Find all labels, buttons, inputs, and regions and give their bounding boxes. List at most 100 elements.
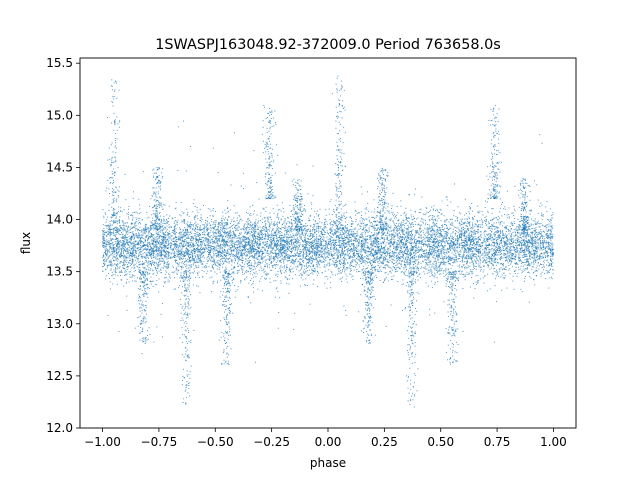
- data-point: [415, 265, 417, 267]
- data-point: [351, 217, 353, 219]
- data-point: [450, 267, 452, 269]
- data-point: [423, 255, 425, 257]
- data-point: [365, 252, 367, 254]
- data-point: [271, 232, 273, 234]
- data-point: [402, 256, 404, 258]
- data-point: [106, 225, 108, 227]
- data-point: [547, 248, 549, 250]
- data-point: [462, 254, 464, 256]
- data-point: [508, 214, 510, 215]
- data-point: [216, 261, 218, 263]
- data-point: [494, 243, 496, 245]
- data-point: [108, 256, 110, 258]
- data-point: [523, 234, 525, 236]
- data-point: [117, 244, 119, 246]
- data-point: [111, 261, 113, 263]
- data-point: [440, 231, 442, 233]
- data-point: [129, 238, 131, 240]
- data-point: [118, 330, 120, 332]
- data-point: [331, 246, 333, 248]
- data-point: [204, 245, 206, 247]
- data-point: [356, 252, 358, 254]
- data-point: [152, 248, 154, 250]
- data-point: [289, 255, 291, 257]
- data-point: [152, 254, 154, 256]
- data-point: [379, 266, 381, 268]
- data-point: [550, 240, 552, 242]
- data-point: [173, 237, 175, 239]
- data-point: [180, 244, 182, 246]
- data-point: [449, 258, 451, 260]
- data-point: [243, 245, 245, 247]
- data-point: [261, 254, 263, 256]
- data-point: [219, 265, 221, 267]
- data-point: [361, 261, 363, 263]
- data-point: [422, 260, 424, 262]
- data-point: [520, 237, 522, 239]
- data-point: [244, 248, 246, 250]
- data-point: [412, 294, 414, 296]
- data-point: [515, 256, 517, 258]
- data-point: [544, 241, 546, 243]
- data-point: [196, 258, 198, 260]
- data-point: [324, 282, 326, 284]
- data-point: [323, 226, 325, 228]
- data-point: [376, 229, 378, 231]
- data-point: [494, 258, 496, 260]
- data-point: [406, 234, 408, 236]
- data-point: [316, 262, 318, 264]
- data-point: [420, 262, 422, 264]
- data-point: [295, 266, 297, 268]
- data-point: [349, 257, 351, 259]
- data-point: [372, 260, 374, 262]
- data-point: [173, 244, 175, 246]
- data-point: [155, 274, 157, 276]
- data-point: [219, 250, 221, 252]
- data-point: [456, 230, 458, 232]
- data-point: [358, 271, 359, 272]
- data-point: [277, 290, 279, 292]
- data-point: [251, 226, 253, 228]
- data-point: [280, 251, 282, 253]
- data-point: [350, 269, 352, 271]
- data-point: [527, 258, 529, 260]
- data-point: [334, 253, 336, 255]
- data-point: [515, 233, 517, 235]
- data-point: [310, 231, 312, 233]
- data-point: [493, 217, 495, 219]
- data-point: [274, 233, 276, 235]
- data-point: [169, 247, 171, 249]
- data-point: [549, 237, 551, 239]
- data-point: [463, 264, 465, 266]
- data-point: [246, 224, 248, 226]
- data-point: [409, 252, 411, 254]
- data-point: [285, 245, 287, 247]
- data-point: [527, 245, 529, 247]
- data-point: [144, 267, 146, 269]
- data-point: [484, 275, 486, 277]
- data-point: [179, 239, 181, 241]
- data-point: [535, 223, 537, 225]
- data-point: [514, 235, 516, 237]
- data-point: [397, 255, 399, 257]
- data-point: [245, 242, 247, 244]
- data-point: [136, 256, 138, 258]
- data-point: [501, 250, 503, 252]
- data-point: [264, 226, 266, 228]
- data-point: [190, 231, 192, 233]
- data-point: [464, 239, 466, 241]
- data-point: [464, 214, 466, 216]
- data-point: [483, 252, 485, 254]
- data-point: [525, 234, 527, 236]
- data-point: [394, 234, 396, 236]
- data-point: [184, 276, 186, 278]
- data-point: [446, 240, 448, 242]
- data-point: [477, 225, 479, 227]
- data-point: [154, 213, 156, 215]
- data-point: [308, 228, 310, 230]
- data-point: [252, 234, 254, 236]
- data-point: [113, 277, 115, 279]
- data-point: [135, 251, 137, 253]
- data-point: [116, 255, 118, 257]
- data-point: [245, 238, 247, 240]
